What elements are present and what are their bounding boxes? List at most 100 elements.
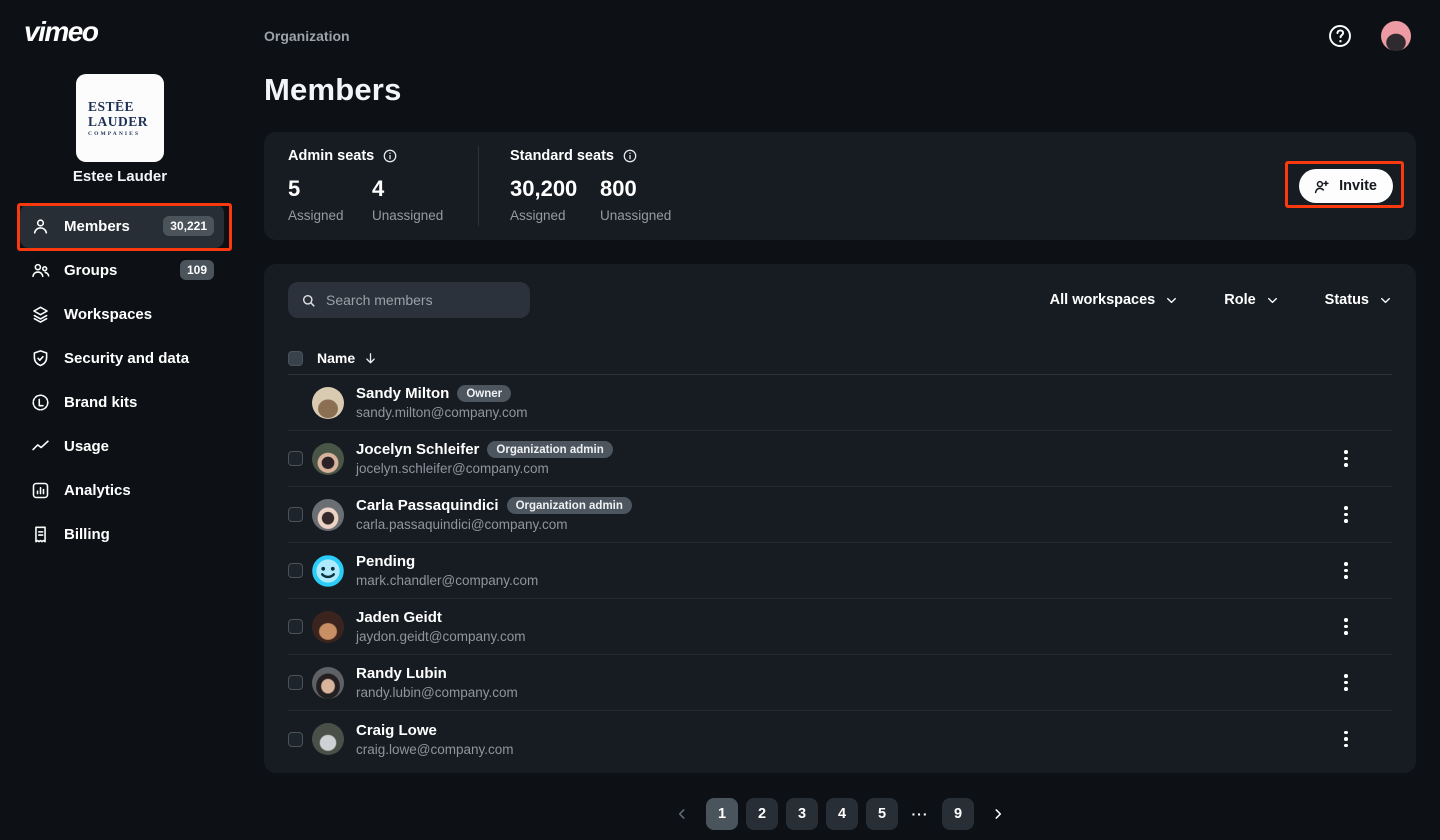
pagination-ellipsis: ··· <box>911 806 929 822</box>
admin-seats-label: Admin seats <box>288 148 375 164</box>
person-icon <box>30 216 51 237</box>
org-logo-text: ESTĒE <box>88 99 135 114</box>
person-plus-icon <box>1312 177 1331 196</box>
sidebar-nav: Members 30,221 Groups 109 Workspaces Sec… <box>20 204 224 556</box>
info-icon[interactable] <box>382 148 398 164</box>
table-row[interactable]: Sandy Milton Owner sandy.milton@company.… <box>288 375 1392 431</box>
sidebar-item-brand-kits[interactable]: Brand kits <box>20 380 224 424</box>
standard-seats-group: Standard seats 30,200 Assigned 800 Unass… <box>510 148 671 223</box>
next-page-button[interactable] <box>982 798 1014 830</box>
role-badge: Owner <box>457 385 512 402</box>
row-checkbox[interactable] <box>288 731 303 747</box>
page-button-2[interactable]: 2 <box>746 798 778 830</box>
sidebar-item-usage[interactable]: Usage <box>20 424 224 468</box>
sidebar-item-members[interactable]: Members 30,221 <box>20 204 224 248</box>
shield-icon <box>30 348 51 369</box>
breadcrumb: Organization <box>264 28 350 44</box>
kebab-menu-icon[interactable] <box>1334 725 1358 753</box>
filter-workspaces[interactable]: All workspaces <box>1050 292 1179 308</box>
avatar <box>312 386 344 419</box>
page-button-4[interactable]: 4 <box>826 798 858 830</box>
kebab-menu-icon[interactable] <box>1334 669 1358 697</box>
avatar <box>312 610 344 643</box>
avatar <box>312 498 344 531</box>
table-row[interactable]: Jaden Geidt jaydon.geidt@company.com <box>288 599 1392 655</box>
page-button-1[interactable]: 1 <box>706 798 738 830</box>
member-email: sandy.milton@company.com <box>356 405 528 420</box>
member-rows: Sandy Milton Owner sandy.milton@company.… <box>288 375 1392 767</box>
table-row[interactable]: Jocelyn Schleifer Organization admin joc… <box>288 431 1392 487</box>
row-checkbox[interactable] <box>288 675 303 690</box>
page-button-last[interactable]: 9 <box>942 798 974 830</box>
member-name: Pending <box>356 553 416 570</box>
table-row[interactable]: Randy Lubin randy.lubin@company.com <box>288 655 1392 711</box>
page-button-5[interactable]: 5 <box>866 798 898 830</box>
row-checkbox[interactable] <box>288 507 303 522</box>
trend-icon <box>30 436 51 457</box>
chart-icon <box>30 480 51 501</box>
member-email: mark.chandler@company.com <box>356 573 539 588</box>
name-column-header[interactable]: Name <box>317 350 378 366</box>
kebab-menu-icon[interactable] <box>1334 445 1358 473</box>
standard-unassigned-label: Unassigned <box>600 208 672 223</box>
row-checkbox[interactable] <box>288 619 303 634</box>
avatar <box>312 723 344 755</box>
filter-role[interactable]: Role <box>1224 292 1278 308</box>
seats-card: Admin seats 5 Assigned 4 Unassigned Stan… <box>264 132 1416 240</box>
brand-icon <box>30 392 51 413</box>
standard-assigned-label: Assigned <box>510 208 566 223</box>
invite-button[interactable]: Invite <box>1299 169 1393 203</box>
sidebar-item-security-and-data[interactable]: Security and data <box>20 336 224 380</box>
org-logo: ESTĒE LAUDER COMPANIES <box>76 74 164 162</box>
vimeo-logo[interactable]: vimeo <box>24 16 99 47</box>
invite-label: Invite <box>1339 178 1377 194</box>
table-row[interactable]: Pending mark.chandler@company.com <box>288 543 1392 599</box>
sidebar-item-count-badge: 109 <box>179 260 214 280</box>
receipt-icon <box>30 524 51 545</box>
org-name: Estee Lauder <box>72 168 168 185</box>
kebab-menu-icon[interactable] <box>1334 613 1358 641</box>
select-all-checkbox[interactable] <box>288 350 303 366</box>
search-box <box>288 282 530 318</box>
sidebar-item-label: Analytics <box>64 481 131 499</box>
kebab-menu-icon[interactable] <box>1334 501 1358 529</box>
member-email: jocelyn.schleifer@company.com <box>356 461 549 476</box>
sidebar-item-label: Members <box>64 217 130 235</box>
admin-unassigned-label: Unassigned <box>372 208 444 223</box>
role-badge: Organization admin <box>487 441 613 458</box>
sidebar-item-groups[interactable]: Groups 109 <box>20 248 224 292</box>
sidebar-item-billing[interactable]: Billing <box>20 512 224 556</box>
table-row[interactable]: Carla Passaquindici Organization admin c… <box>288 487 1392 543</box>
standard-unassigned-value: 800 <box>600 176 637 201</box>
chevron-down-icon <box>1266 294 1279 307</box>
sidebar-item-label: Billing <box>64 525 110 543</box>
sidebar-item-workspaces[interactable]: Workspaces <box>20 292 224 336</box>
help-icon[interactable] <box>1327 23 1353 49</box>
admin-unassigned-value: 4 <box>372 176 385 201</box>
sidebar-item-label: Security and data <box>64 349 190 367</box>
header-divider <box>288 374 1392 375</box>
members-card: All workspaces Role Status Name <box>264 264 1416 773</box>
sidebar-item-count-badge: 30,221 <box>163 216 214 236</box>
user-avatar[interactable] <box>1381 21 1411 51</box>
table-row[interactable]: Craig Lowe craig.lowe@company.com <box>288 711 1392 767</box>
search-input[interactable] <box>326 292 518 308</box>
member-name: Jaden Geidt <box>356 609 442 626</box>
people-icon <box>30 260 51 281</box>
sidebar-item-analytics[interactable]: Analytics <box>20 468 224 512</box>
layers-icon <box>30 304 51 325</box>
admin-assigned-label: Assigned <box>288 208 344 223</box>
filter-status[interactable]: Status <box>1325 292 1392 308</box>
kebab-menu-icon[interactable] <box>1334 557 1358 585</box>
page-button-3[interactable]: 3 <box>786 798 818 830</box>
row-checkbox[interactable] <box>288 563 303 578</box>
row-checkbox[interactable] <box>288 451 303 466</box>
member-name: Craig Lowe <box>356 721 437 739</box>
previous-page-button[interactable] <box>666 798 698 830</box>
chevron-down-icon <box>1165 294 1178 307</box>
standard-assigned-value: 30,200 <box>510 176 578 201</box>
info-icon[interactable] <box>622 148 638 164</box>
member-email: jaydon.geidt@company.com <box>356 629 526 644</box>
member-email: carla.passaquindici@company.com <box>356 517 568 532</box>
admin-assigned-value: 5 <box>288 176 301 201</box>
